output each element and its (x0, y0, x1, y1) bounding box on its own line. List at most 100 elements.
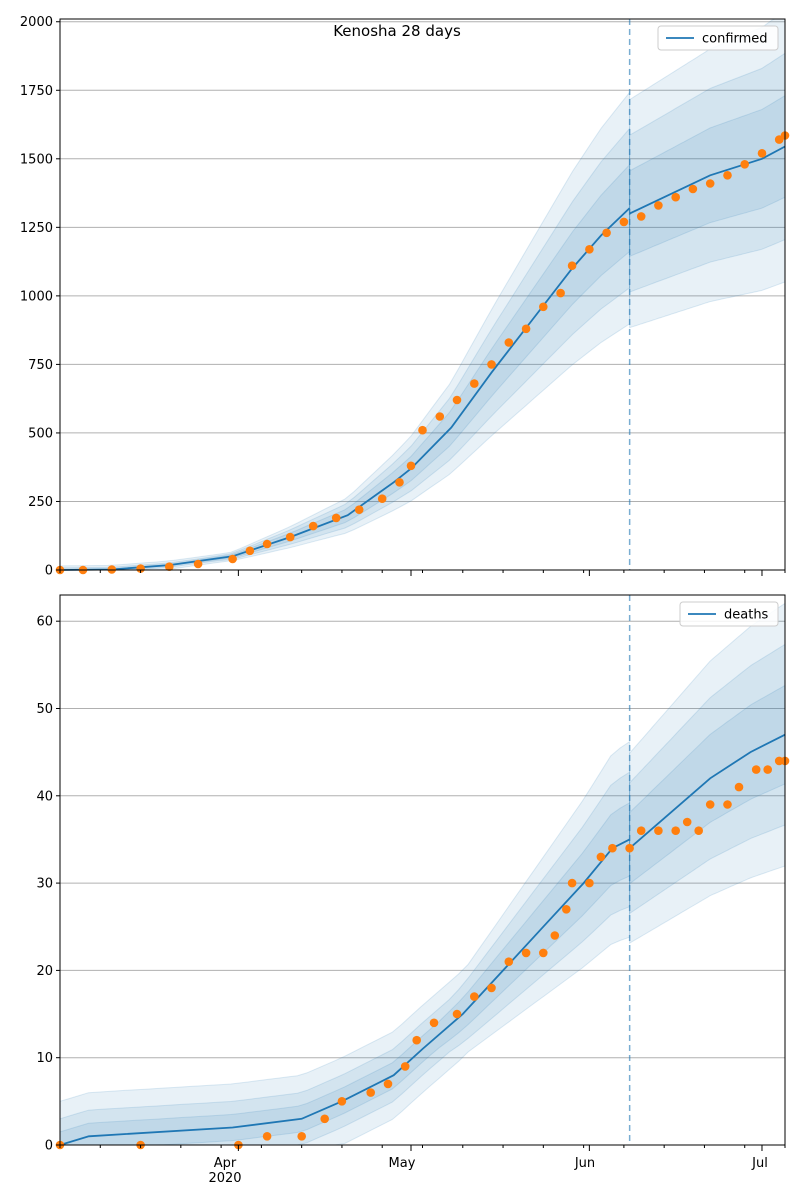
observed-point (504, 338, 514, 347)
observed-point (435, 412, 445, 421)
y-tick-label: 1250 (20, 221, 53, 236)
legend-box (679, 601, 779, 627)
model-line (629, 733, 786, 849)
observed-point (418, 425, 427, 435)
observed-point (320, 1114, 330, 1124)
y-tick-label: 750 (28, 358, 53, 373)
x-tick-label-may: May (389, 1156, 416, 1171)
y-tick-label: 40 (36, 789, 53, 804)
model-line (59, 838, 631, 1146)
observed-point (567, 261, 577, 271)
y-tick-label: 500 (28, 426, 53, 441)
observed-point (136, 564, 145, 573)
observed-point (671, 192, 680, 202)
observed-point (688, 184, 698, 194)
observed-point (395, 478, 404, 487)
observed-point (452, 395, 462, 405)
observed-point (751, 765, 761, 774)
observed-point (262, 1132, 272, 1141)
observed-point (654, 826, 663, 835)
y-tick-label: 30 (36, 877, 53, 892)
observed-point (567, 878, 577, 888)
observed-point (705, 179, 715, 188)
observed-point (636, 826, 646, 835)
model-line (59, 207, 631, 571)
y-tick-label: 60 (36, 615, 53, 630)
observed-point (366, 1088, 376, 1097)
observed-point (619, 217, 629, 227)
observed-point (521, 324, 531, 334)
observed-point (539, 302, 548, 312)
y-tick-label: 10 (36, 1051, 53, 1066)
y-tick-label: 50 (36, 702, 53, 717)
observed-point (596, 852, 606, 862)
y-tick-label: 1500 (20, 152, 53, 167)
observed-point (165, 562, 174, 571)
observed-point (297, 1132, 307, 1141)
observed-point (654, 201, 663, 210)
observed-point (521, 948, 531, 958)
observed-point (228, 554, 237, 564)
y-tick-label: 20 (36, 964, 53, 979)
deaths-panel: 0 10 20 30 40 50 60 deaths (36, 594, 790, 1154)
observed-point (504, 957, 514, 966)
observed-point (682, 817, 692, 827)
legend-box (657, 25, 779, 51)
x-tick-label-jun: Jun (574, 1156, 595, 1171)
legend-label: deaths (724, 608, 769, 623)
observed-point (308, 521, 318, 531)
observed-point (262, 539, 272, 549)
y-tick-label: 250 (28, 495, 53, 510)
x-year-label: 2020 (208, 1171, 241, 1186)
observed-point (734, 782, 744, 792)
y-tick-label: 1750 (20, 84, 53, 99)
x-tick-label-jul: Jul (751, 1156, 768, 1171)
observed-point (556, 288, 565, 298)
observed-point (608, 843, 617, 853)
observed-point (539, 948, 548, 958)
observed-point (723, 171, 732, 180)
observed-point (723, 800, 732, 809)
observed-point (550, 931, 560, 940)
observed-point (694, 826, 703, 835)
observed-point (412, 1035, 422, 1045)
observed-point (625, 843, 634, 853)
observed-point (705, 800, 715, 809)
observed-point (757, 149, 767, 158)
observed-point (470, 992, 479, 1001)
observed-point (602, 228, 611, 238)
y-tick-label: 0 (45, 1139, 53, 1154)
observed-point (331, 513, 341, 523)
chart-title: Kenosha 28 days (333, 22, 461, 40)
observed-point (337, 1097, 347, 1106)
confirmed-panel: 0 250 500 750 1000 1250 1500 1750 2000 confirmed (20, 15, 790, 579)
observed-point (429, 1018, 439, 1028)
uncertainty-band (59, 127, 631, 571)
observed-point (671, 826, 680, 835)
model-line (629, 145, 786, 215)
x-tick-label-apr: Apr (214, 1156, 237, 1171)
observed-point (487, 360, 496, 369)
observed-point (585, 245, 594, 254)
observed-point (487, 983, 496, 993)
observed-point (383, 1079, 393, 1089)
observed-point (562, 905, 571, 914)
observed-point (285, 532, 295, 542)
observed-point (193, 559, 203, 569)
observed-point (470, 379, 479, 388)
y-tick-label: 2000 (20, 15, 53, 30)
y-tick-label: 0 (45, 564, 53, 579)
observed-point (636, 212, 646, 221)
observed-point (406, 461, 416, 471)
observed-point (354, 505, 364, 514)
observed-point (245, 546, 255, 556)
observed-point (585, 878, 594, 888)
legend-label: confirmed (702, 32, 768, 47)
observed-point (400, 1062, 410, 1071)
observed-point (763, 765, 772, 774)
observed-point (740, 160, 749, 169)
observed-point (377, 494, 387, 504)
y-tick-label: 1000 (20, 289, 53, 304)
observed-point (452, 1009, 462, 1019)
